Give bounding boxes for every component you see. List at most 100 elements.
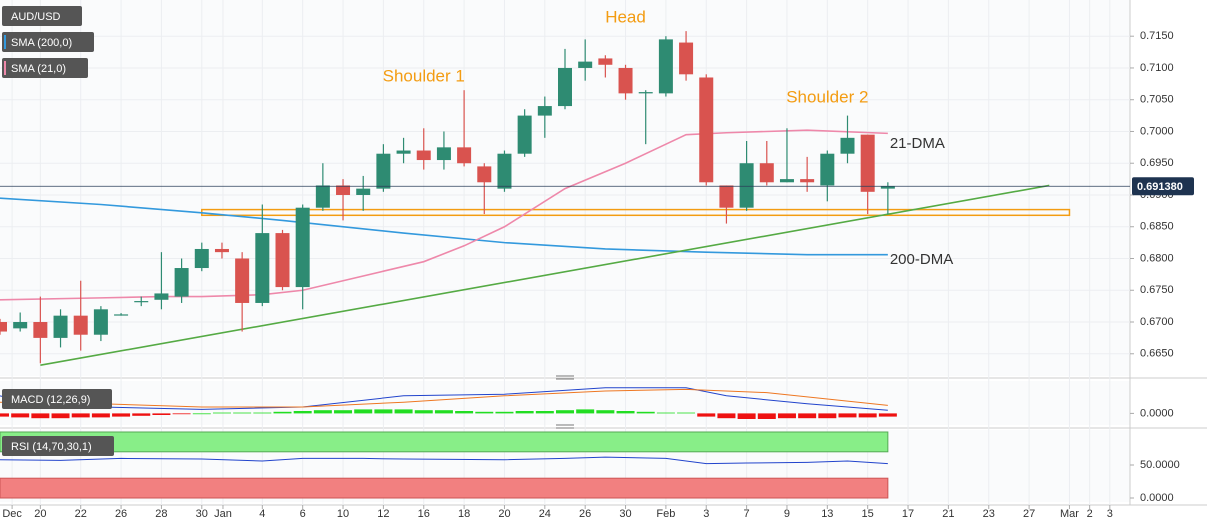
x-tick-label: 2 <box>1087 508 1093 520</box>
candle-body <box>477 166 492 183</box>
candle-body <box>679 42 694 75</box>
histogram-bar <box>495 411 514 414</box>
x-tick-label: Feb <box>656 508 675 520</box>
histogram-bar <box>31 413 50 419</box>
y-tick-label: 0.6950 <box>1140 157 1174 169</box>
candle-body <box>275 233 290 288</box>
histogram-bar <box>112 413 131 417</box>
candle-body <box>194 248 209 269</box>
candle-body <box>457 147 472 164</box>
y-tick-label: 0.6650 <box>1140 348 1174 360</box>
legend-box <box>2 32 94 52</box>
resize-handle[interactable] <box>556 375 574 429</box>
histogram-bar <box>91 413 110 418</box>
x-tick-label: 12 <box>377 508 389 520</box>
current-price-label: 0.691380 <box>1137 181 1183 193</box>
x-tick-label: 30 <box>619 508 631 520</box>
candle-body <box>598 58 613 65</box>
candle-body <box>13 322 28 329</box>
histogram-bar <box>636 411 655 414</box>
candle-body <box>658 39 673 94</box>
annotation: Shoulder 2 <box>786 87 868 106</box>
histogram-bar <box>475 411 494 414</box>
y-tick-label: 0.7050 <box>1140 94 1174 106</box>
histogram-bar <box>414 410 433 414</box>
histogram-bar <box>71 413 90 418</box>
candle-body <box>820 153 835 186</box>
overbought-zone <box>0 431 889 453</box>
histogram-bar <box>152 413 171 415</box>
histogram-bar <box>374 409 393 414</box>
histogram-bar <box>878 413 897 417</box>
legend-label: MACD (12,26,9) <box>11 394 90 406</box>
candle-body <box>154 293 169 300</box>
x-tick-label: 4 <box>259 508 265 520</box>
x-tick-label: 20 <box>34 508 46 520</box>
x-tick-label: 30 <box>196 508 208 520</box>
histogram-bar <box>212 412 231 414</box>
series-label: 200-DMA <box>890 251 953 268</box>
x-tick-label: 17 <box>902 508 914 520</box>
candle-body <box>356 188 371 195</box>
legend-label: AUD/USD <box>11 11 61 23</box>
candle-body <box>578 61 593 68</box>
y-tick-label: 0.0000 <box>1140 492 1174 504</box>
candle-body <box>739 163 754 208</box>
x-tick-label: 9 <box>784 508 790 520</box>
histogram-bar <box>253 412 272 414</box>
histogram-bar <box>354 409 373 414</box>
candle-body <box>255 233 270 303</box>
histogram-bar <box>697 413 716 417</box>
histogram-bar <box>313 410 332 414</box>
candle-body <box>436 147 451 161</box>
candle-body <box>759 163 774 183</box>
candle-body <box>880 186 895 189</box>
x-tick-label: 18 <box>458 508 470 520</box>
candle-body <box>638 92 653 94</box>
histogram-bar <box>777 413 796 419</box>
candle-body <box>235 258 250 303</box>
histogram-bar <box>11 413 30 418</box>
histogram-bar <box>798 413 817 419</box>
candle-body <box>114 314 129 316</box>
histogram-bar <box>576 409 595 414</box>
candle-body <box>174 268 189 297</box>
histogram-bar <box>192 413 211 415</box>
y-tick-label: 0.6750 <box>1140 284 1174 296</box>
candle-body <box>214 248 229 253</box>
x-tick-label: 26 <box>115 508 127 520</box>
candle-body <box>93 309 108 335</box>
series-line <box>0 456 888 465</box>
x-tick-label: Mar <box>1060 508 1079 520</box>
macd-panel <box>0 381 1130 425</box>
annotation: Shoulder 1 <box>383 66 465 85</box>
series-line <box>40 184 1050 366</box>
histogram-bar <box>737 413 756 419</box>
candle-body <box>315 185 330 208</box>
legend-swatch <box>4 61 6 75</box>
histogram-bar <box>434 410 453 414</box>
x-tick-label: 27 <box>1023 508 1035 520</box>
y-tick-label: 0.7000 <box>1140 125 1174 137</box>
histogram-bar <box>596 410 615 414</box>
histogram-bar <box>394 409 413 414</box>
candle-body <box>396 150 411 154</box>
candle-body <box>336 185 351 195</box>
x-tick-label: 16 <box>418 508 430 520</box>
histogram-bar <box>515 411 534 414</box>
x-tick-label: 28 <box>155 508 167 520</box>
histogram-bar <box>677 412 696 414</box>
histogram-bar <box>51 413 70 419</box>
histogram-bar <box>757 413 776 419</box>
candle-body <box>0 322 7 332</box>
candle-body <box>537 106 552 116</box>
candle-body <box>699 77 714 183</box>
candle-body <box>618 67 633 94</box>
series-label: 21-DMA <box>890 135 945 152</box>
x-tick-label: Jan <box>214 508 232 520</box>
histogram-bar <box>858 413 877 418</box>
y-tick-label: 50.0000 <box>1140 459 1180 471</box>
current-price-box <box>1132 177 1194 196</box>
candle-body <box>497 153 512 189</box>
annotation: Head <box>605 7 646 26</box>
